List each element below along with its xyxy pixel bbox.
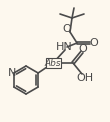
Text: Abs: Abs bbox=[45, 59, 61, 67]
Text: O: O bbox=[79, 44, 87, 54]
Text: O: O bbox=[90, 38, 98, 48]
Text: HN: HN bbox=[56, 42, 72, 52]
FancyBboxPatch shape bbox=[46, 58, 61, 68]
Text: O: O bbox=[63, 24, 71, 34]
Text: OH: OH bbox=[76, 73, 94, 83]
Text: N: N bbox=[8, 68, 17, 78]
